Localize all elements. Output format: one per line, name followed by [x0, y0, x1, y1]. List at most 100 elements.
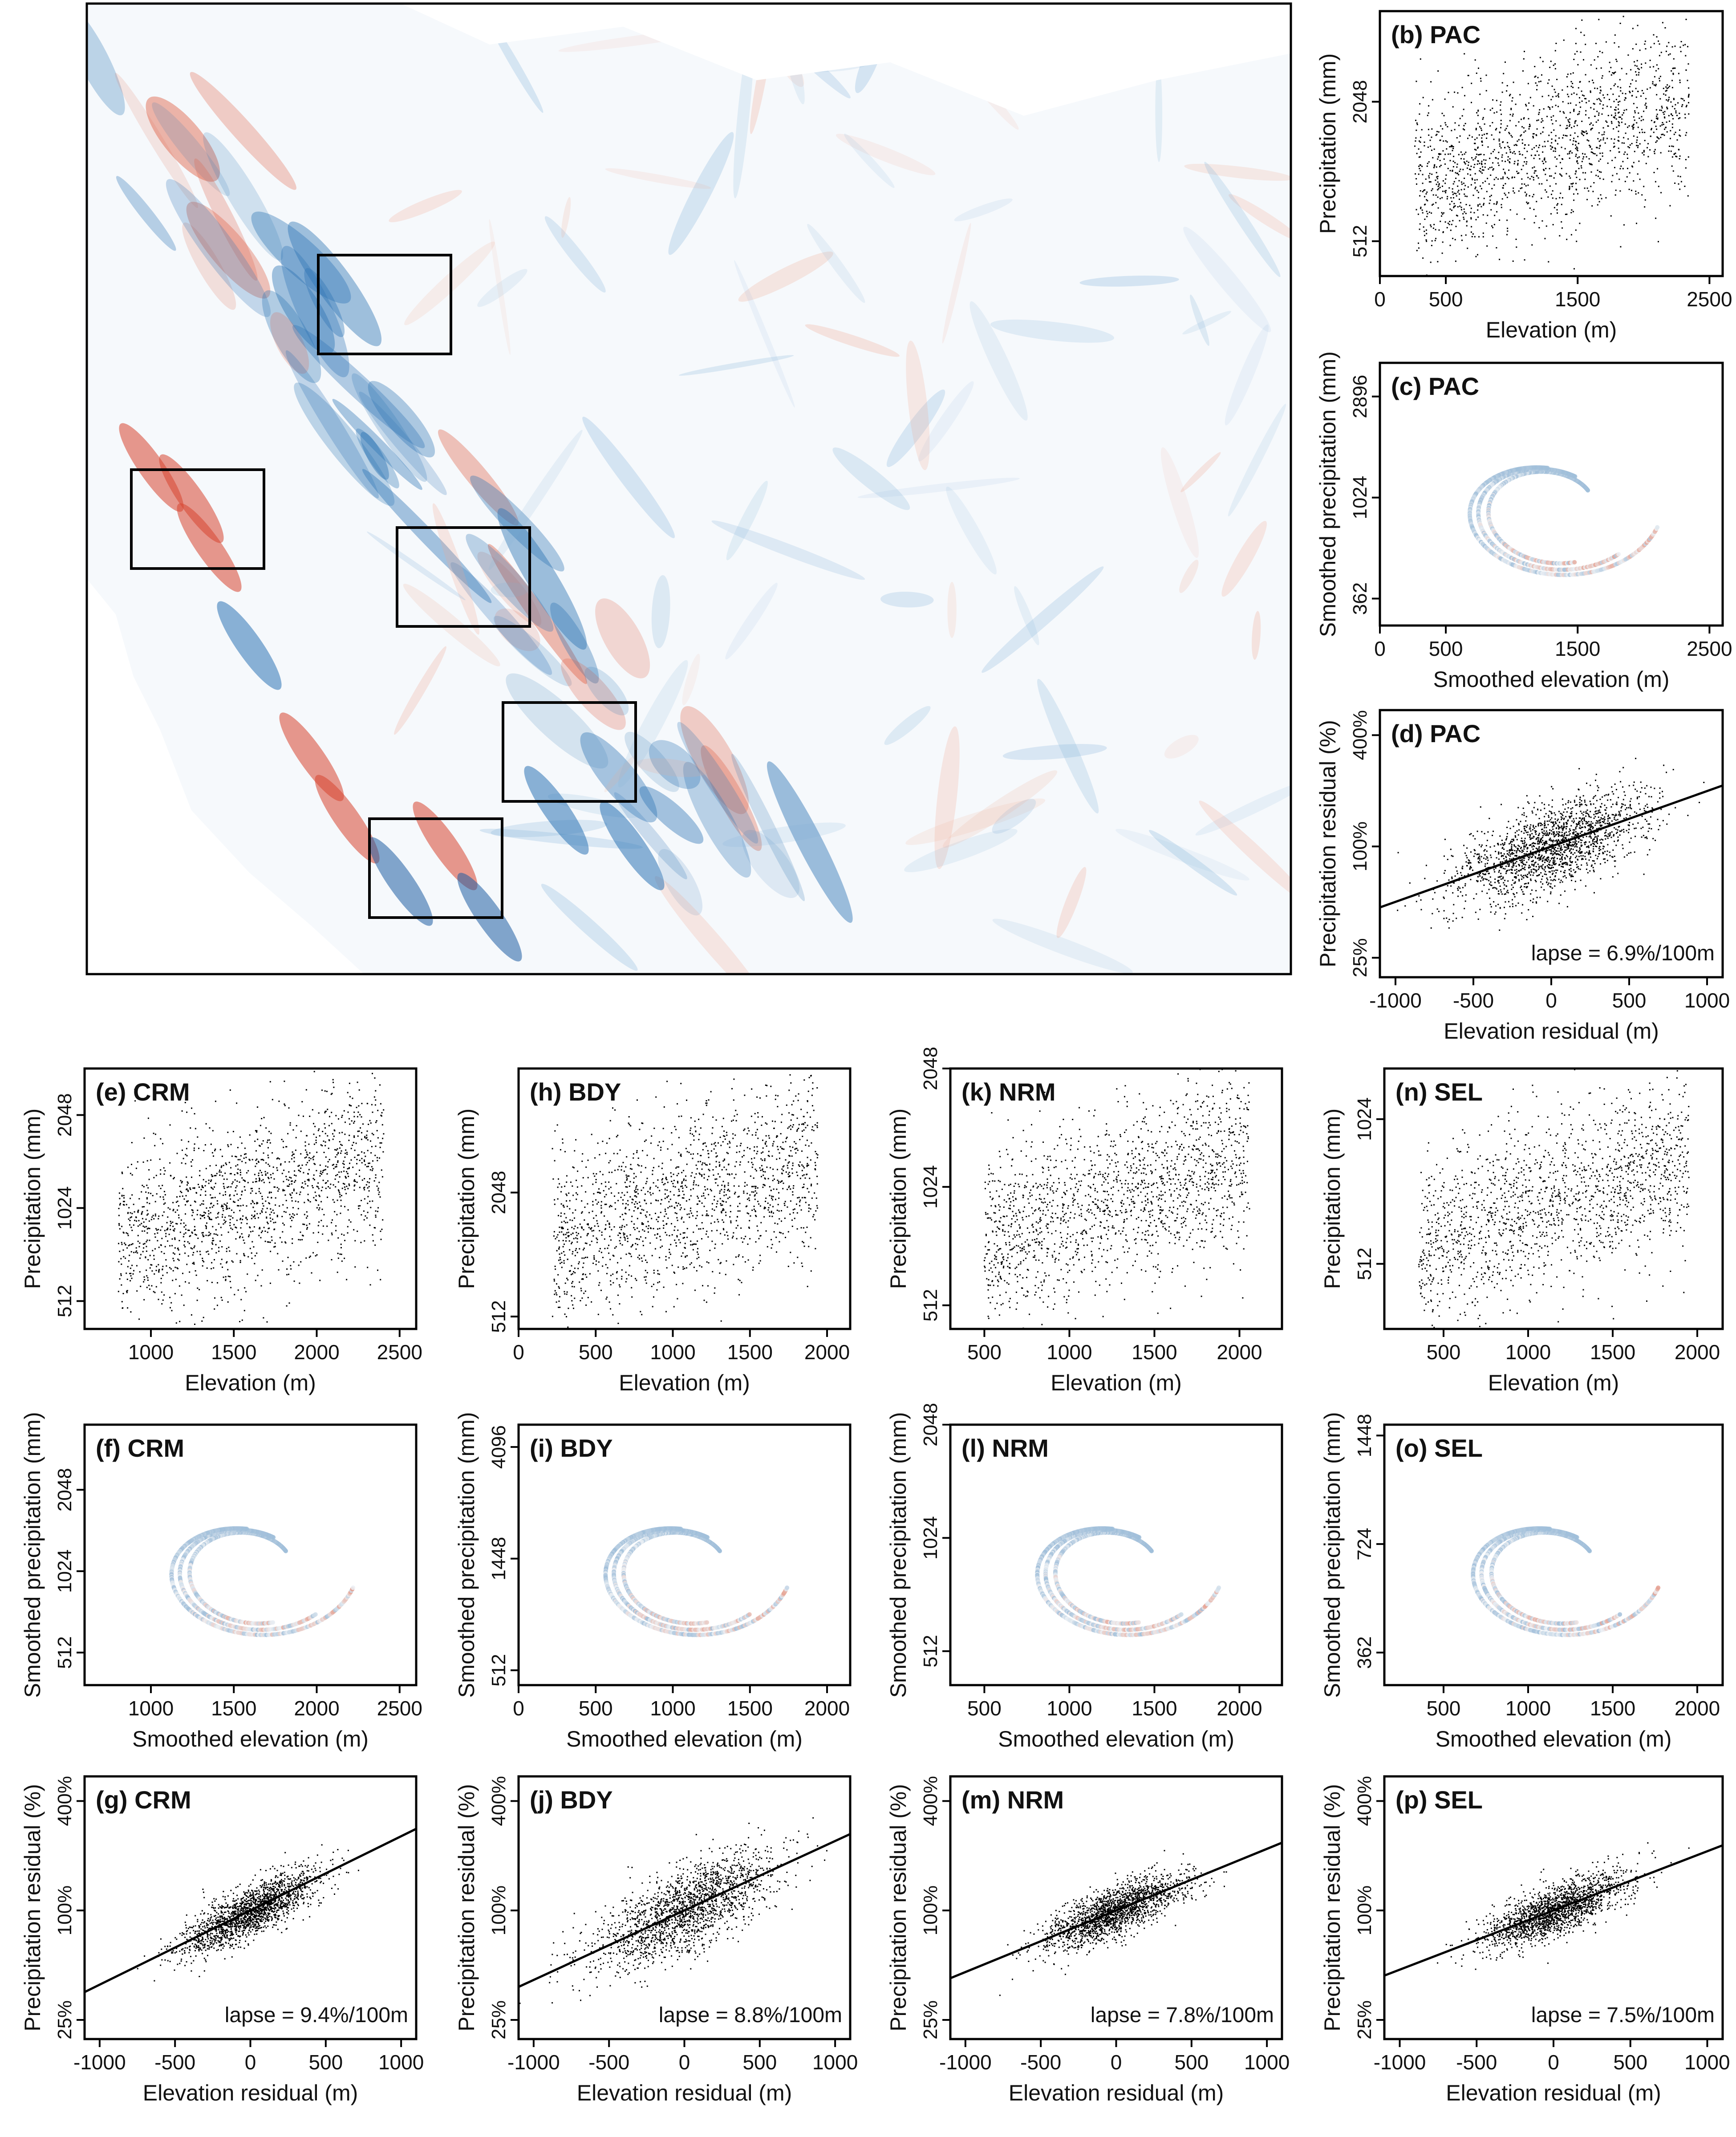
- scatter-points: [519, 1817, 827, 2004]
- y-tick-label: 400%: [54, 1776, 76, 1826]
- plot-frame: [1379, 10, 1724, 277]
- x-axis-label: Elevation residual (m): [1009, 2080, 1224, 2105]
- smoothed-point: [1574, 1620, 1579, 1625]
- region-box-sel: [317, 254, 452, 355]
- plot-frame: [83, 1775, 418, 2040]
- smoothed-point: [1655, 525, 1660, 530]
- x-tick-label: 2000: [1217, 1697, 1262, 1720]
- plot-frame: [517, 1067, 852, 1330]
- scatter-points: [999, 1850, 1227, 1996]
- x-tick-label: 500: [308, 2051, 343, 2074]
- y-tick-label: 25%: [920, 2000, 941, 2039]
- y-axis-label: Precipitation (mm): [1315, 53, 1340, 234]
- region-box-crm: [502, 701, 637, 803]
- x-tick-label: 0: [1545, 989, 1557, 1012]
- x-axis-label: Elevation (m): [619, 1370, 750, 1395]
- y-axis-label: Precipitation residual (%): [886, 1784, 911, 2031]
- data-points: [1418, 1068, 1690, 1329]
- y-tick-label: 1024: [920, 1516, 941, 1560]
- panel-title: (e) CRM: [96, 1078, 190, 1106]
- y-tick-label: 512: [488, 1654, 510, 1686]
- x-axis-label: Smoothed elevation (m): [132, 1727, 369, 1751]
- plot-frame: [83, 1423, 418, 1686]
- x-tick-label: 1500: [1132, 1697, 1177, 1720]
- x-tick-label: 0: [679, 2051, 690, 2074]
- data-points: [983, 1068, 1250, 1329]
- chart-panel-h: (h) BDY 0 500 1000 1500 2000 512 2048 Elevation …: [454, 1067, 852, 1395]
- chart-panel-i: (i) BDY 0 500 1000 1500 2000 512 1448 4096 Smooth…: [454, 1412, 852, 1751]
- x-axis-label: Elevation residual (m): [1444, 1019, 1659, 1044]
- y-tick-label: 1448: [488, 1537, 510, 1580]
- chart-panel-o: (o) SEL 500 1000 1500 2000 362 724 1448 Smoothed…: [1320, 1412, 1724, 1751]
- x-tick-label: 1500: [727, 1341, 773, 1364]
- x-tick-label: -1000: [1369, 989, 1422, 1012]
- data-points: [603, 1526, 790, 1637]
- data-points: [1384, 1842, 1723, 1977]
- data-points: [1380, 758, 1723, 931]
- panel-title: (o) SEL: [1395, 1434, 1483, 1462]
- y-tick-label: 100%: [920, 1885, 941, 1936]
- y-tick-label: 25%: [54, 2000, 76, 2039]
- x-tick-label: 500: [1613, 2051, 1647, 2074]
- x-tick-label: -1000: [507, 2051, 560, 2074]
- y-tick-label: 362: [1349, 582, 1371, 615]
- smoothed-point: [705, 1620, 710, 1625]
- x-tick-label: 1000: [1046, 1341, 1092, 1364]
- regression-line: [85, 1828, 416, 1993]
- plot-frame: [1379, 362, 1724, 627]
- panel-title: (d) PAC: [1391, 719, 1480, 748]
- x-tick-label: 2500: [1687, 288, 1732, 311]
- x-tick-label: 1000: [128, 1697, 174, 1720]
- plot-frame: [1383, 1423, 1724, 1686]
- panel-title: (j) BDY: [530, 1786, 613, 1814]
- y-tick-label: 400%: [1349, 710, 1371, 760]
- chart-panel-f: (f) CRM 1000 1500 2000 2500 512 1024 2048 Smooth…: [20, 1412, 422, 1751]
- x-tick-label: 2500: [1687, 637, 1732, 660]
- smoothed-point: [351, 1585, 356, 1590]
- chart-panel-k: (k) NRM 500 1000 1500 2000 512 1024 2048 Elevati…: [886, 1047, 1283, 1395]
- regression-line: [950, 1841, 1282, 1979]
- panel-title: (c) PAC: [1391, 372, 1479, 400]
- x-tick-label: -1000: [939, 2051, 992, 2074]
- y-tick-label: 400%: [488, 1776, 510, 1826]
- chart-panel-j: (j) BDY -1000 -500 0 500 1000 25% 100% 400% Eleva…: [454, 1775, 858, 2105]
- map-panel: [85, 2, 1292, 975]
- chart-panel-m: (m) NRM -1000 -500 0 500 1000 25% 100% 400% Eleva…: [886, 1775, 1290, 2105]
- x-tick-label: 2000: [1675, 1341, 1720, 1364]
- y-tick-label: 512: [54, 1636, 76, 1669]
- y-tick-label: 2048: [54, 1468, 76, 1511]
- x-tick-label: 500: [967, 1341, 1002, 1364]
- x-axis-label: Elevation (m): [1051, 1370, 1182, 1395]
- x-tick-label: 1000: [1684, 989, 1730, 1012]
- y-axis-label: Smoothed precipitation (mm): [20, 1412, 45, 1698]
- x-tick-label: 1500: [1555, 288, 1600, 311]
- data-points: [950, 1841, 1282, 1996]
- x-axis-label: Elevation (m): [185, 1370, 316, 1395]
- x-tick-label: 1000: [812, 2051, 858, 2074]
- x-tick-label: 500: [1427, 1341, 1461, 1364]
- x-tick-label: 2000: [294, 1341, 339, 1364]
- y-axis-label: Precipitation (mm): [1320, 1109, 1345, 1289]
- scatter-points: [1418, 1068, 1690, 1329]
- chart-panel-c: (c) PAC 0 500 1500 2500 362 1024 2896 Smoothed e…: [1315, 351, 1732, 692]
- y-axis-label: Precipitation residual (%): [1315, 720, 1340, 967]
- panel-title: (g) CRM: [96, 1786, 191, 1814]
- smoothed-point: [1618, 1612, 1622, 1617]
- y-tick-label: 1448: [1354, 1414, 1375, 1457]
- y-axis-label: Smoothed precipitation (mm): [1315, 351, 1340, 637]
- x-axis-label: Smoothed elevation (m): [998, 1727, 1234, 1751]
- chart-panel-g: (g) CRM -1000 -500 0 500 1000 25% 100% 400% Eleva…: [20, 1775, 424, 2105]
- chart-panel-b: (b) PAC 0 500 1500 2500 512 2048 Elevation (m) P…: [1315, 10, 1732, 342]
- x-tick-label: 0: [1548, 2051, 1559, 2074]
- y-tick-label: 1024: [1354, 1097, 1375, 1141]
- panel-title: (h) BDY: [530, 1078, 621, 1106]
- x-tick-label: 0: [1374, 637, 1386, 660]
- y-tick-label: 100%: [1349, 821, 1371, 872]
- x-tick-label: -500: [588, 2051, 629, 2074]
- x-tick-label: 1500: [727, 1697, 773, 1720]
- panel-title: (p) SEL: [1395, 1786, 1483, 1814]
- y-tick-label: 100%: [1354, 1885, 1375, 1936]
- y-axis-label: Precipitation residual (%): [454, 1784, 479, 2031]
- smoothed-point: [1572, 560, 1577, 565]
- y-tick-label: 512: [54, 1285, 76, 1317]
